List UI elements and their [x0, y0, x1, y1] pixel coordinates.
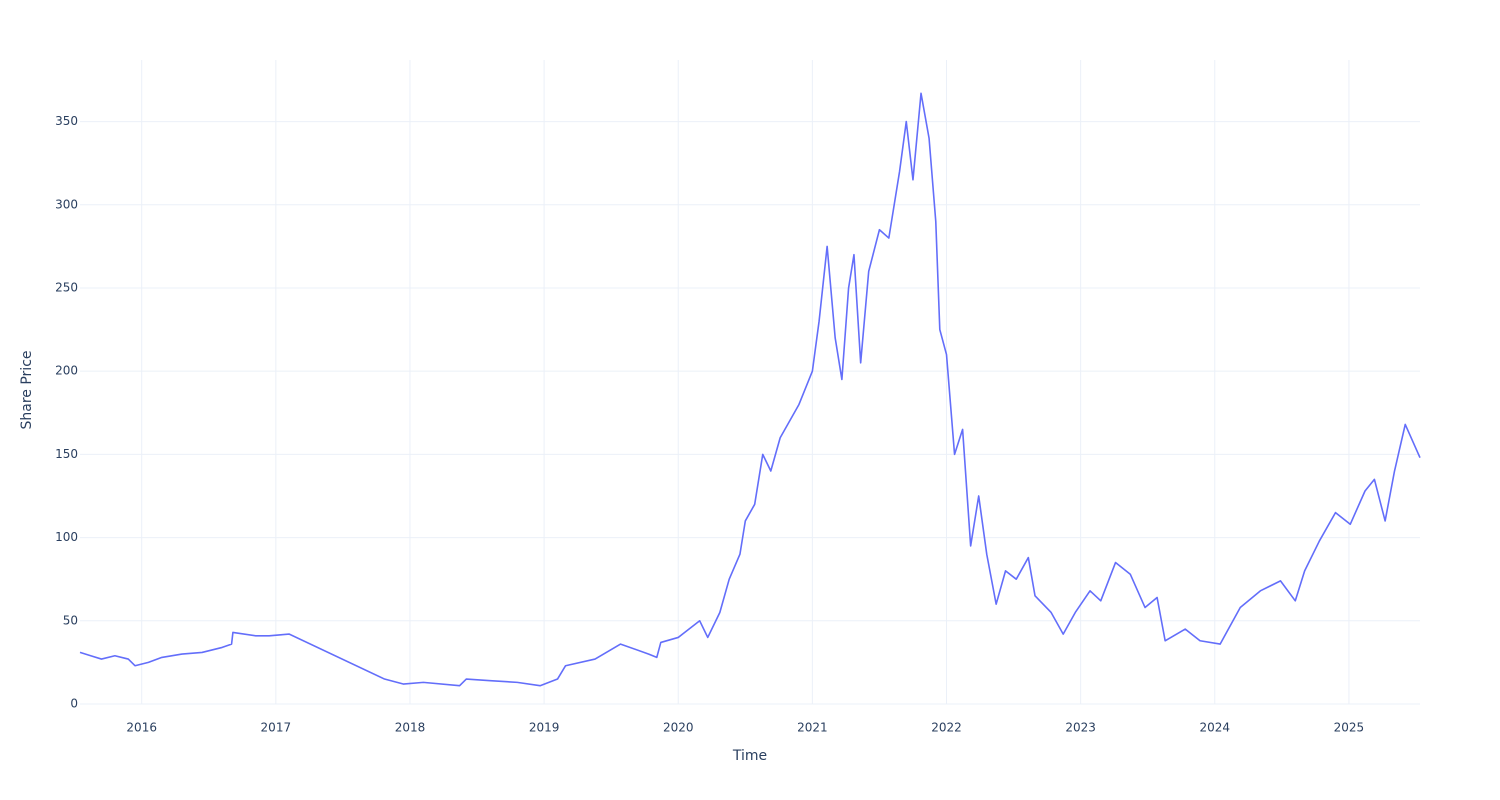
x-tick-label: 2024: [1200, 721, 1231, 735]
x-tick-label: 2022: [931, 721, 962, 735]
y-axis-title: Share Price: [19, 350, 35, 429]
y-tick-label: 250: [55, 280, 78, 294]
y-tick-label: 150: [55, 447, 78, 461]
x-tick-label: 2019: [529, 721, 560, 735]
x-tick-label: 2021: [797, 721, 828, 735]
y-tick-label: 200: [55, 364, 78, 378]
y-tick-label: 300: [55, 197, 78, 211]
y-tick-label: 100: [55, 530, 78, 544]
x-tick-label: 2023: [1065, 721, 1096, 735]
y-tick-label: 0: [70, 697, 78, 711]
x-tick-label: 2017: [261, 721, 292, 735]
y-tick-label: 50: [63, 613, 78, 627]
x-tick-label: 2025: [1334, 721, 1365, 735]
x-tick-label: 2016: [126, 721, 157, 735]
x-tick-label: 2020: [663, 721, 694, 735]
x-tick-label: 2018: [395, 721, 426, 735]
x-axis-title: Time: [732, 748, 767, 764]
price-line: [79, 92, 1421, 687]
y-tick-label: 350: [55, 114, 78, 128]
